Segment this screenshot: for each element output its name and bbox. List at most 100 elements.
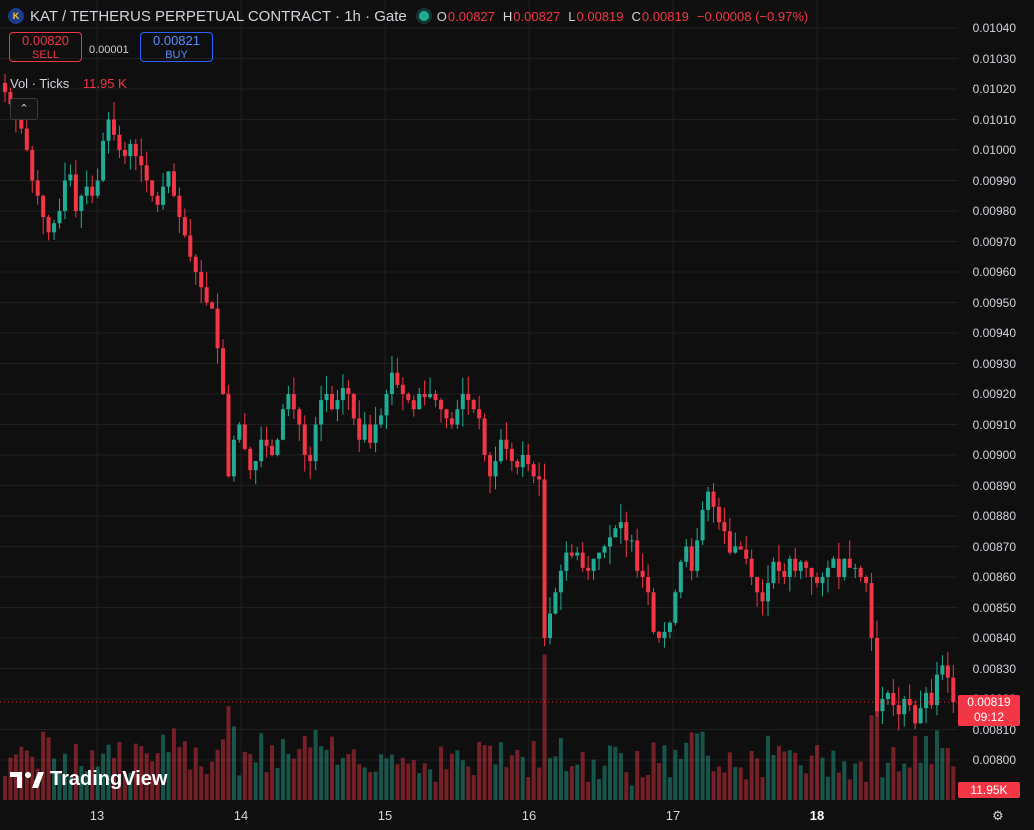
candle [613,528,618,538]
volume-bar [885,762,890,800]
time-tick-label: 16 [521,808,537,823]
volume-bar [286,753,291,800]
price-tick-label: 0.00800 [972,753,1016,767]
price-tick-label: 0.00890 [972,478,1016,493]
candle [945,665,950,678]
volume-bar [68,776,73,800]
candle [384,394,389,416]
volume-bar [695,733,700,800]
candle [204,287,209,303]
candle [188,235,193,257]
volume-bar [417,773,422,800]
symbol-title[interactable]: KAT / TETHERUS PERPETUAL CONTRACT · 1h ·… [30,7,407,25]
volume-bar [133,743,138,800]
candle [482,418,487,455]
volume-bar [618,752,623,800]
candle [30,150,35,181]
volume-bar [351,749,356,800]
price-tick-label: 0.00920 [972,387,1016,401]
volume-bar [379,754,384,800]
volume-bar [144,753,149,800]
price-tick-label: 0.00960 [972,265,1016,279]
bar-countdown: 09:12 [973,710,1005,724]
volume-bar [722,772,727,800]
candle [787,558,792,577]
volume-bar [406,763,411,800]
volume-bar [684,742,689,800]
volume-bar [95,766,100,800]
volume-bar [368,772,373,800]
volume-bar [226,706,231,800]
collapse-legend-button[interactable]: ⌃ [10,98,38,120]
volume-bar [504,767,509,800]
candle [569,552,574,556]
candle [237,424,242,440]
candle [902,699,907,715]
volume-bar [324,749,329,800]
spread-value: 0.00001 [89,44,129,56]
volume-bar [651,742,656,800]
volume-bar [629,785,634,800]
volume-bar [575,764,580,800]
volume-bar [918,762,923,800]
volume-bar [455,750,460,800]
change-value: −0.00008 (−0.97%) [696,8,809,24]
volume-bar [951,766,956,800]
volume-bar [766,735,770,800]
candle [815,577,820,584]
volume-bar [820,757,825,800]
volume-bar [869,715,874,800]
candle [286,394,291,410]
volume-bar [422,763,427,800]
volume-bar [302,735,307,800]
volume-bar [673,749,678,800]
volume-bar [744,779,749,800]
volume-bar [548,758,552,800]
candle [3,82,7,93]
candle [466,394,471,401]
candle [607,537,612,547]
candle [210,302,215,309]
volume-bar [3,775,7,800]
volume-bar [716,766,721,800]
volume-bar [657,763,661,800]
candle [695,540,700,571]
tradingview-logo[interactable]: TradingView [10,768,167,791]
candle [575,552,580,556]
volume-bar [84,771,89,800]
candle [493,461,498,477]
candle [297,409,302,425]
candle [542,479,547,638]
candle [667,622,672,632]
price-tick-label: 0.00930 [972,356,1016,371]
candle [106,119,111,141]
buy-button[interactable]: 0.00821 BUY [140,32,213,62]
sell-button[interactable]: 0.00820 SELL [9,32,82,62]
volume-bar [449,753,454,800]
price-tick-label: 0.01030 [972,51,1016,66]
price-tick-label: 0.00970 [972,234,1016,249]
volume-bar [902,763,907,800]
time-tick-label: 15 [377,808,393,823]
candle [711,491,716,507]
volume-bar [776,745,781,800]
candle [891,692,896,706]
volume-bar [106,744,111,800]
time-tick-label: 18 [809,808,825,823]
volume-bar [880,777,885,800]
candle [804,561,809,568]
volume-legend[interactable]: Vol · Ticks 11.95 K [10,76,127,91]
volume-bar [313,729,318,800]
candle [373,424,378,443]
volume-bar [569,766,574,800]
volume-bar [259,733,264,800]
volume-bar [662,745,667,800]
candle [52,223,57,233]
volume-bar [678,758,683,800]
volume-bar [624,772,629,800]
candle [379,415,384,425]
candle [319,400,324,425]
settings-gear-icon[interactable]: ⚙ [992,808,1004,823]
